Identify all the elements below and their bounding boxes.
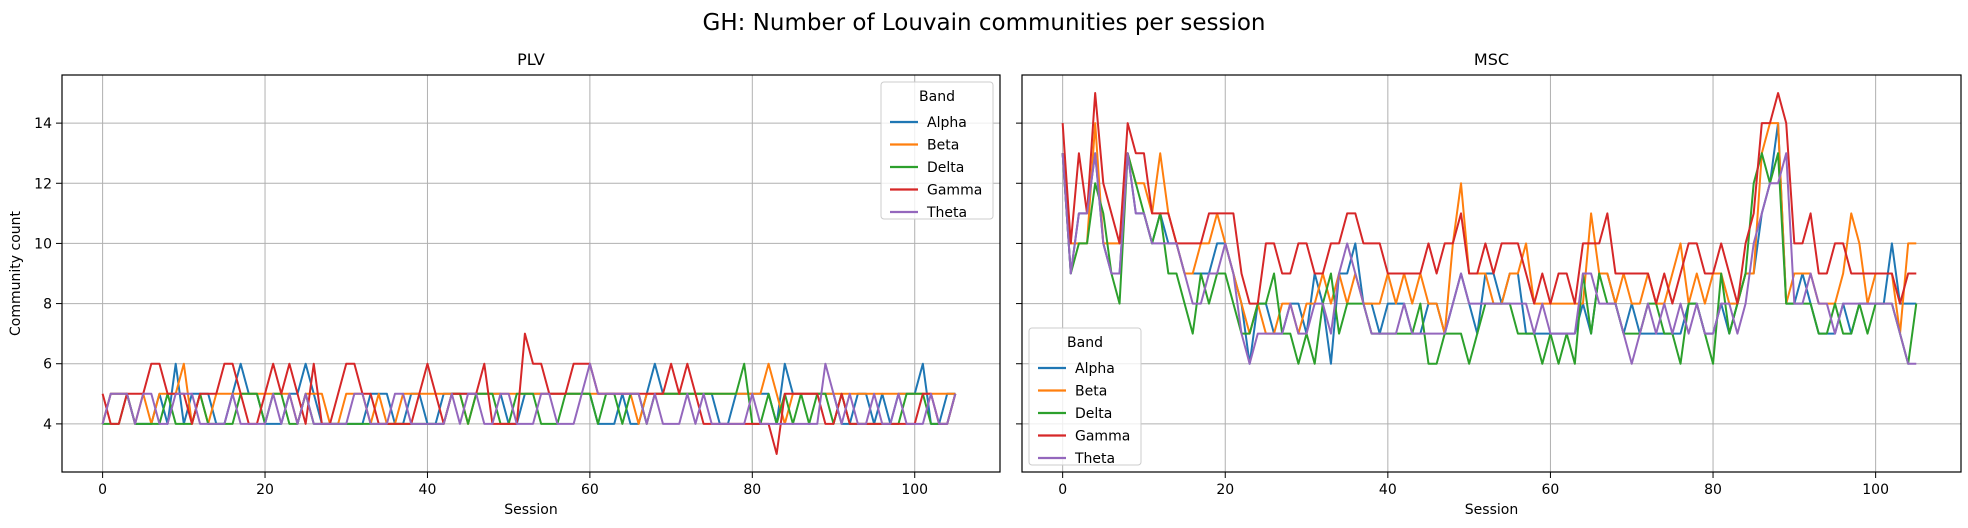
figure-title: GH: Number of Louvain communities per se… [703,10,1266,36]
plv-x-tick-label-60: 60 [581,482,599,498]
plv-y-axis-label: Community count [8,211,24,336]
plv-legend-label-delta: Delta [927,160,964,176]
msc-legend-label-theta: Theta [1074,451,1115,467]
plv-y-tick-label-8: 8 [43,297,52,313]
plv-x-tick-label-20: 20 [256,482,274,498]
msc-legend-title: Band [1067,335,1103,351]
plv-y-tick-label-12: 12 [34,176,52,192]
plv-x-tick-label-100: 100 [901,482,928,498]
msc-series [1061,92,1918,365]
msc-x-tick-label-60: 60 [1542,482,1560,498]
plv-legend-entry-gamma: Gamma [890,183,982,199]
msc-legend-entry-beta: Beta [1038,384,1107,400]
msc-legend-label-delta: Delta [1075,406,1112,422]
msc-ticks: 0 20 40 60 80 100 [1016,122,1889,498]
plv-legend-label-alpha: Alpha [927,115,967,131]
msc-x-tick-label-100: 100 [1862,482,1889,498]
plv-x-tick-label-0: 0 [98,482,107,498]
plv-y-tick-label-10: 10 [34,236,52,252]
msc-panel: 0 20 40 60 80 100 MSC Session Band Alpha Beta… [1016,50,1962,518]
plv-legend-title: Band [919,89,955,105]
msc-legend-label-alpha: Alpha [1075,361,1115,377]
plv-series-delta [102,362,957,425]
plv-grid [62,75,1000,472]
plv-y-tick-label-14: 14 [34,116,52,132]
msc-x-axis-label: Session [1465,502,1518,518]
plv-x-axis-label: Session [504,502,557,518]
plv-legend-entry-theta: Theta [890,205,967,221]
plv-legend-box [880,81,994,220]
msc-legend-entry-alpha: Alpha [1038,361,1115,377]
plv-legend-label-theta: Theta [926,205,967,221]
plv-title: PLV [517,50,545,69]
plv-legend: Band Alpha Beta Delta Gamma Theta [880,81,994,221]
msc-legend: Band Alpha Beta Delta Gamma Theta [1028,327,1142,467]
msc-legend-entry-delta: Delta [1038,406,1112,422]
msc-legend-entry-theta: Theta [1038,451,1115,467]
plv-x-tick-label-40: 40 [419,482,437,498]
plv-legend-label-gamma: Gamma [927,183,982,199]
msc-series-alpha [1061,122,1917,365]
plv-series-gamma [101,332,957,455]
plv-legend-entry-beta: Beta [890,138,959,154]
plv-legend-label-beta: Beta [927,138,959,154]
msc-x-tick-label-0: 0 [1058,482,1067,498]
plv-y-tick-label-4: 4 [43,417,52,433]
msc-axes-frame [1021,74,1962,473]
plv-x-tick-label-80: 80 [743,482,761,498]
msc-series-gamma [1061,92,1917,305]
msc-x-tick-label-40: 40 [1379,482,1397,498]
plv-ticks: 0 20 40 60 80 100 4 6 8 10 12 14 [34,116,928,498]
msc-x-tick-label-20: 20 [1216,482,1234,498]
plv-axes-frame [61,74,1001,473]
plv-series-theta [101,362,957,425]
msc-legend-entry-gamma: Gamma [1038,429,1130,445]
msc-legend-box [1028,327,1142,466]
plv-series [101,332,957,455]
plv-legend-entry-alpha: Alpha [890,115,967,131]
plv-y-tick-label-6: 6 [43,357,52,373]
plv-legend-entry-delta: Delta [890,160,964,176]
msc-legend-label-beta: Beta [1075,384,1107,400]
msc-series-beta [1061,122,1917,335]
plv-panel: 0 20 40 60 80 100 4 6 8 10 12 14 PLV Session Commun… [8,50,1001,518]
msc-title: MSC [1474,50,1509,69]
msc-x-tick-label-80: 80 [1704,482,1722,498]
msc-legend-label-gamma: Gamma [1075,429,1130,445]
msc-series-theta [1061,152,1917,365]
